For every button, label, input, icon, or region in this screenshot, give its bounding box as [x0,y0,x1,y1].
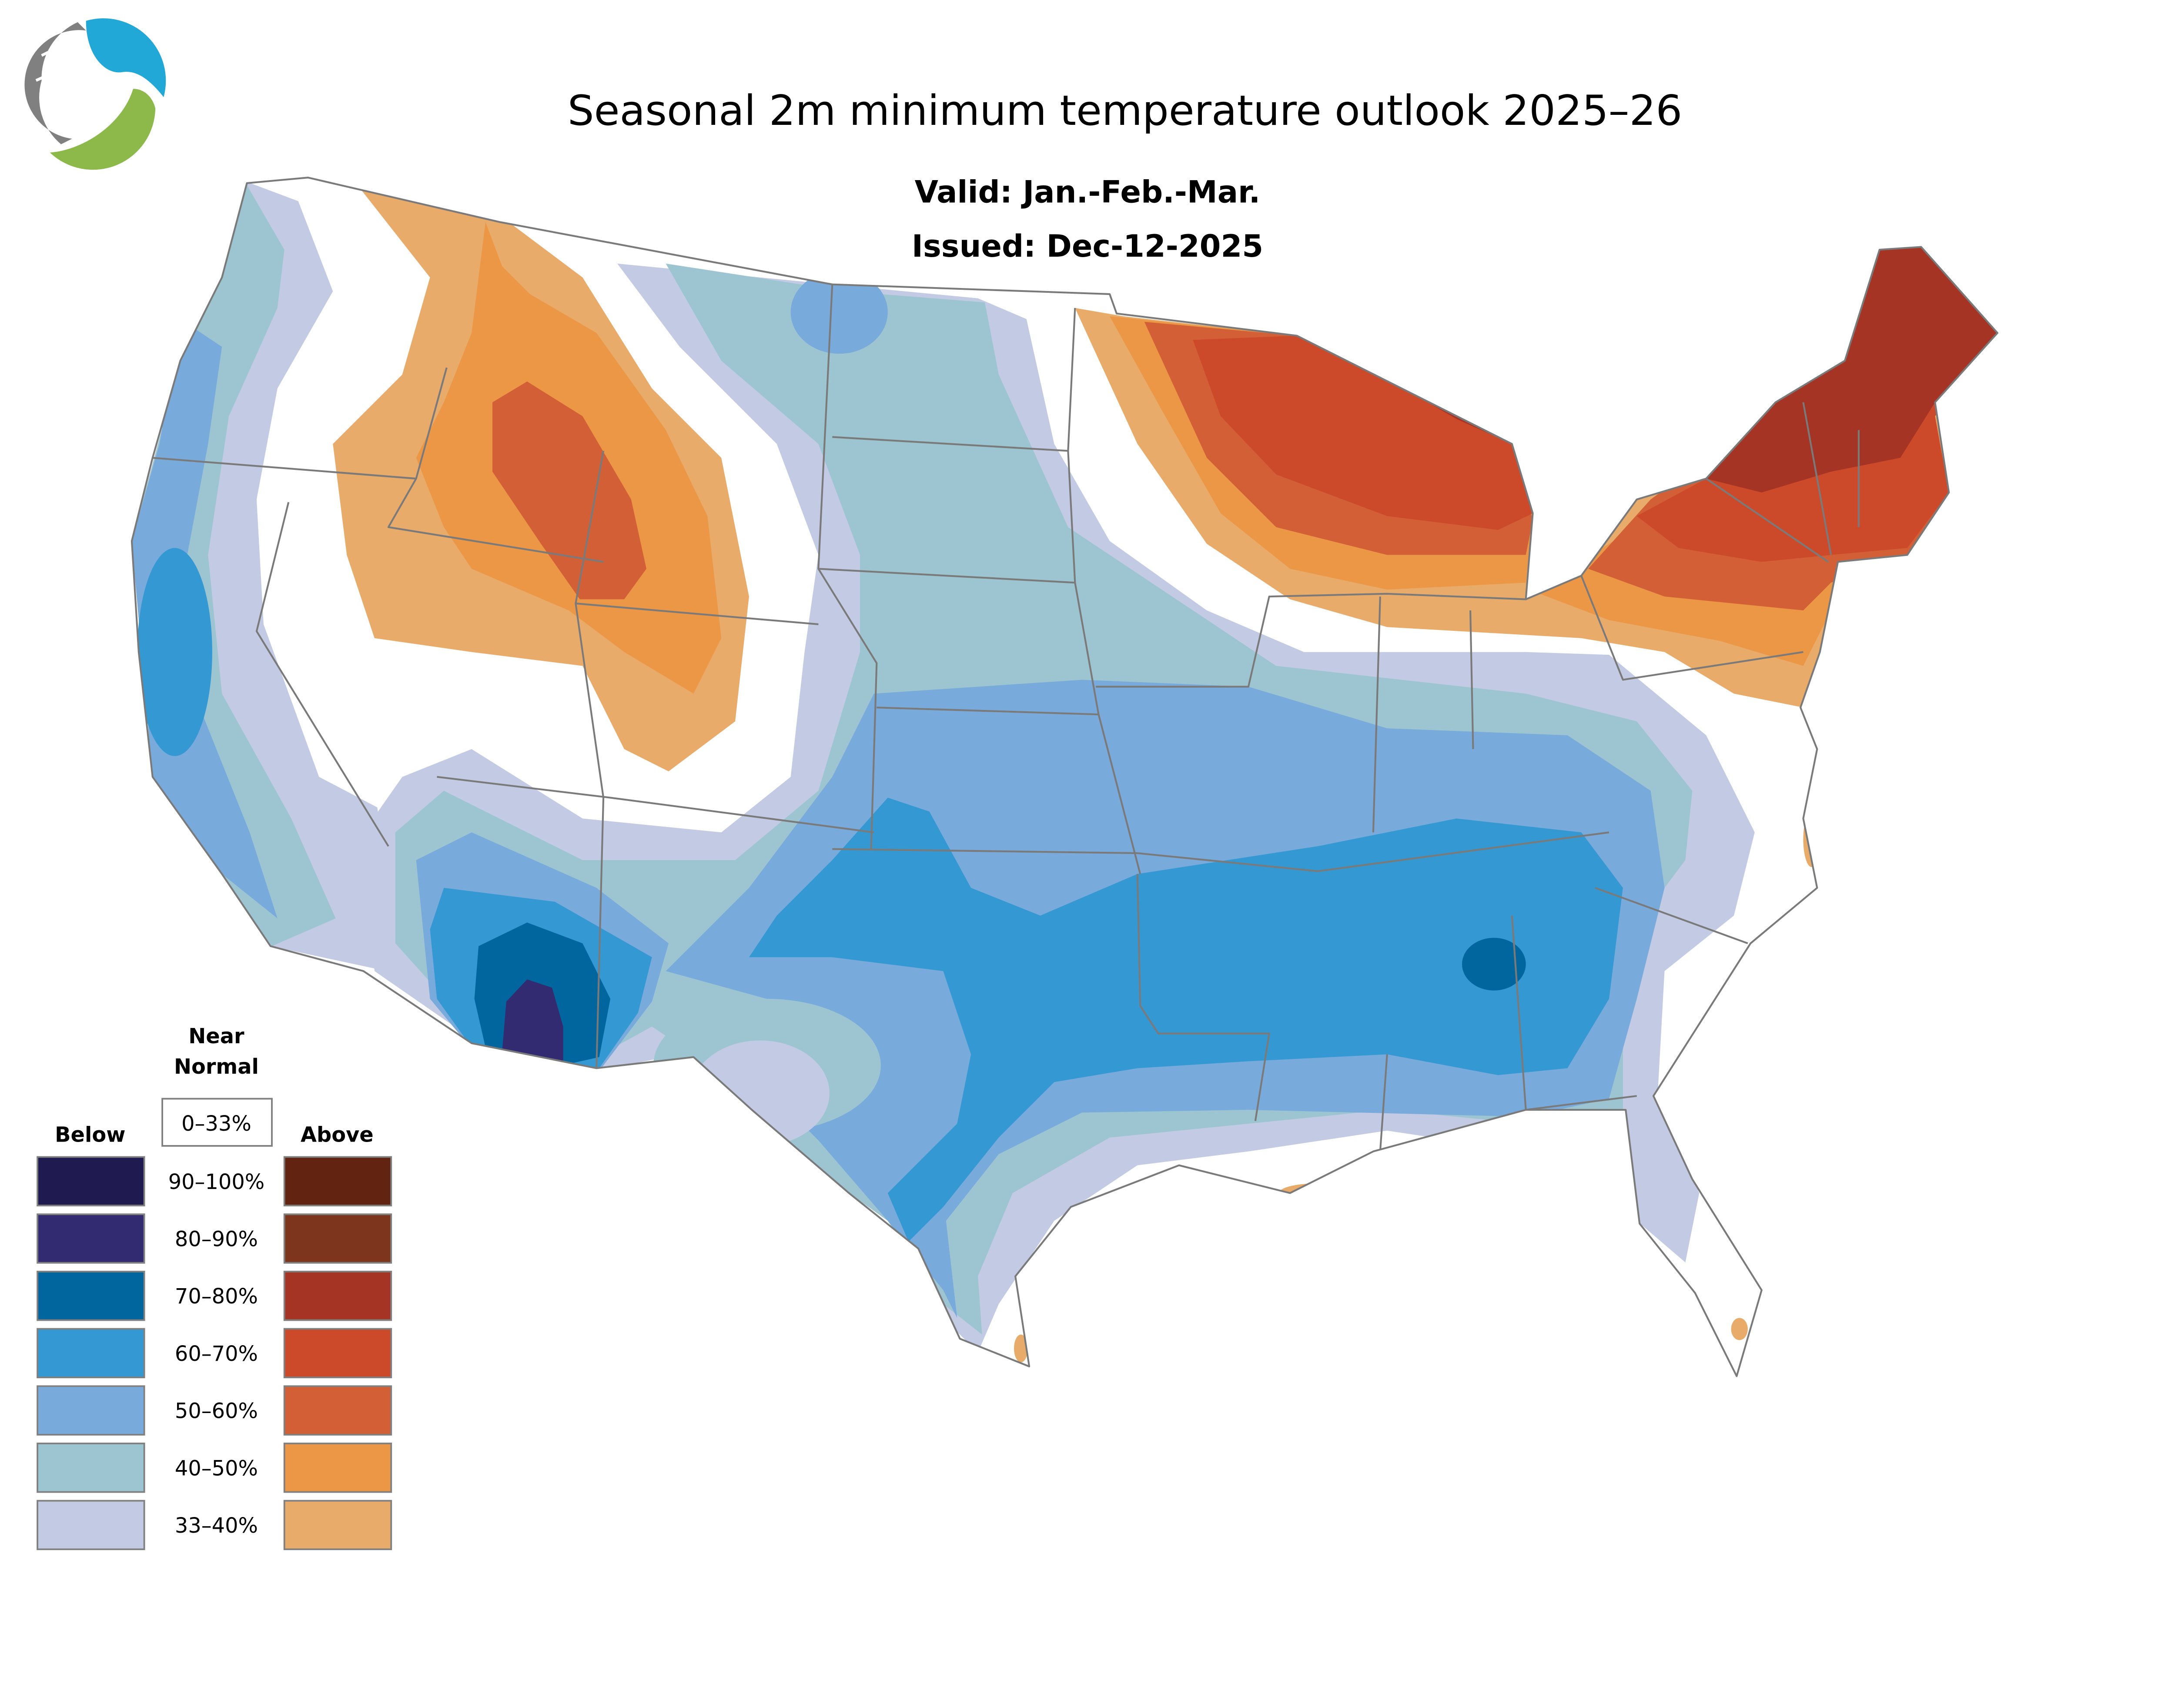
legend-below-swatch [37,1270,145,1321]
legend: Near Normal 0–33% Below Above 90–100% 80–… [37,1025,392,1551]
below-50-60-montana [790,270,888,354]
legend-above-swatch [283,1442,392,1493]
above-33-40-texas-coast [1014,1334,1028,1363]
legend-below-swatch [37,1156,145,1206]
legend-below-swatch [37,1328,145,1379]
above-60-70-east [1193,256,1998,562]
legend-above-swatch [283,1328,392,1379]
legend-below-swatch [37,1442,145,1493]
legend-above-swatch [283,1385,392,1436]
valid-period: Valid: Jan.-Feb.-Mar. [915,174,1261,210]
legend-near-normal-swatch [161,1098,273,1147]
below-50-60-west [131,319,278,918]
legend-range-label: 33–40% [175,1514,258,1538]
legend-range-label: 90–100% [168,1170,265,1194]
legend-near-normal-range: 0–33% [181,1112,251,1136]
legend-above-swatch [283,1270,392,1321]
below-70-80-georgia [1462,938,1526,991]
below-33-40-west-texas [691,1040,830,1146]
legend-above-swatch [283,1500,392,1551]
legend-range-label: 80–90% [175,1227,258,1251]
above-50-60-west [492,381,646,599]
legend-near-normal-line1: Near [188,1025,244,1048]
issued-date: Issued: Dec-12-2025 [912,228,1263,264]
above-33-40-florida-tip [1731,1318,1748,1340]
above-70-80-east [1332,247,1998,493]
legend-range-label: 40–50% [175,1457,258,1480]
legend-below-swatch [37,1500,145,1551]
outlook-figure: Seasonal 2m minimum temperature outlook … [24,18,1998,1551]
legend-range-label: 50–60% [175,1400,258,1423]
legend-above-swatch [283,1156,392,1206]
map-title: Seasonal 2m minimum temperature outlook … [568,86,1682,135]
legend-below-swatch [37,1385,145,1436]
legend-near-normal-line2: Normal [174,1055,259,1079]
legend-range-label: 60–70% [175,1342,258,1366]
state-borders [152,284,1860,1152]
legend-above-label: Above [301,1123,374,1147]
legend-below-swatch [37,1213,145,1264]
coastline [130,177,1998,1377]
below-60-70-main [749,797,1623,1242]
legend-above-swatch [283,1213,392,1264]
logo [24,18,166,170]
legend-range-label: 70–80% [175,1285,258,1309]
legend-rows: 90–100% 80–90% 70–80% 60–70% 50–60% 40–50% 33–… [37,1156,392,1551]
below-60-70-california [137,548,212,756]
below-80-90-arizona [502,979,563,1065]
legend-below-label: Below [55,1123,125,1147]
